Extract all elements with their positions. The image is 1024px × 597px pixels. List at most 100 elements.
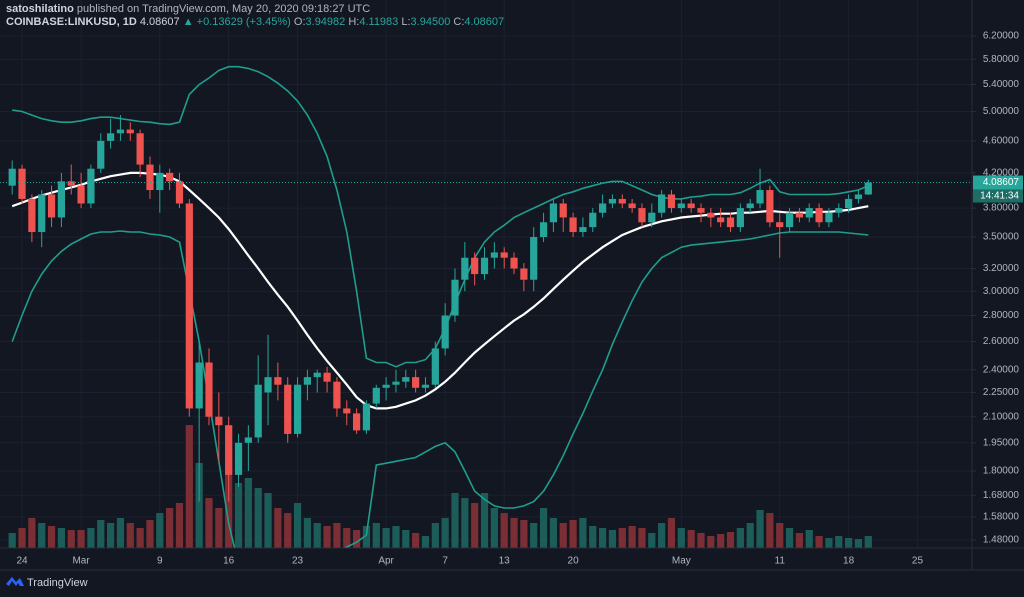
candle-body: [175, 181, 184, 204]
candle-body: [717, 217, 725, 223]
candle-body: [412, 377, 420, 388]
volume-bar: [461, 498, 469, 548]
volume-bar: [234, 483, 243, 548]
candle-body: [480, 257, 489, 275]
volume-bar: [431, 523, 439, 548]
volume-bar: [215, 508, 223, 548]
volume-bar: [854, 539, 863, 548]
axes: 6.20000 5.80000 5.40000 5.00000 4.60000 4.200…: [0, 30, 1023, 567]
volume-bar: [323, 526, 331, 548]
volume-bar: [47, 526, 56, 548]
logo-icon: [6, 577, 24, 586]
volume-bar: [756, 510, 764, 548]
x-tick-label: 25: [912, 556, 924, 567]
candle-body: [658, 194, 666, 213]
y-tick-label: 1.95000: [983, 437, 1020, 448]
volume-bar: [18, 528, 26, 548]
volume-bar: [67, 530, 75, 548]
volume-bar: [608, 530, 617, 548]
volume-bar: [835, 536, 843, 548]
candle-body: [608, 198, 617, 204]
y-tick-label: 5.00000: [983, 106, 1020, 117]
candle-body: [107, 133, 115, 141]
candle-body: [293, 384, 302, 434]
volume-bar: [766, 513, 774, 548]
y-tick-label: 2.40000: [983, 364, 1020, 375]
volume-bar: [372, 523, 380, 548]
volume-bar: [254, 488, 262, 548]
y-tick-label: 4.60000: [983, 136, 1020, 147]
volume-bar: [539, 508, 548, 548]
ohlc-label: C:: [453, 16, 464, 28]
y-tick-label: 1.58000: [983, 511, 1020, 522]
candle-body: [638, 208, 646, 223]
volume-bar: [864, 536, 872, 548]
volume-bar: [156, 513, 164, 548]
candle-body: [97, 140, 105, 169]
candle-body: [500, 252, 508, 258]
volume-bar: [136, 528, 144, 548]
volume-bar: [441, 518, 449, 548]
y-tick-label: 2.60000: [983, 336, 1020, 347]
y-tick-label: 5.80000: [983, 54, 1020, 65]
volume-bar: [736, 528, 744, 548]
volume-bar: [274, 508, 282, 548]
candle-body: [766, 190, 774, 223]
candle-body: [687, 203, 695, 209]
candle-body: [441, 315, 449, 349]
candle-body: [471, 257, 479, 275]
candle-body: [805, 208, 813, 218]
candle-body: [490, 252, 498, 258]
ohlc-label: L:: [401, 16, 410, 28]
candle-body: [431, 348, 439, 385]
band-upper: [12, 65, 869, 368]
volume-bar: [618, 528, 626, 548]
volume-bar: [264, 493, 272, 548]
last-price-label: 4.08607: [983, 177, 1020, 188]
volume-bar: [520, 520, 528, 548]
band-lower: [11, 230, 869, 548]
volume-bar: [77, 530, 85, 548]
volume-bar: [697, 533, 705, 548]
candle-body: [461, 257, 469, 280]
candle-body: [195, 362, 203, 409]
x-tick-label: 20: [568, 556, 580, 567]
volume-bar: [500, 513, 508, 548]
candle-body: [520, 268, 528, 280]
ohlc-label: O:: [294, 16, 306, 28]
volume-bar: [658, 523, 666, 548]
header-line-2: COINBASE:LINKUSD, 1D 4.08607 ▲ +0.13629 …: [6, 16, 504, 28]
volume-bar: [579, 518, 587, 548]
volume-bar: [392, 526, 400, 548]
volume-bar: [785, 528, 794, 548]
volume-bar: [126, 523, 134, 548]
candle-body: [648, 212, 656, 223]
y-tick-label: 3.50000: [983, 232, 1020, 243]
y-tick-label: 3.20000: [983, 263, 1020, 274]
change: +0.13629 (+3.45%): [197, 16, 291, 28]
candle-body: [185, 203, 193, 409]
candle-body: [549, 203, 557, 223]
x-tick-label: Apr: [378, 556, 394, 567]
y-tick-label: 5.40000: [983, 79, 1020, 90]
candle-body: [67, 181, 75, 186]
footer-logo[interactable]: TradingView: [6, 577, 88, 589]
volume-bar: [313, 523, 321, 548]
volume-bar: [8, 533, 16, 548]
y-tick-label: 1.80000: [983, 466, 1020, 477]
volume-bar: [480, 493, 489, 548]
volume-bar: [146, 520, 154, 548]
volume-bar: [166, 508, 174, 548]
up-arrow: ▲: [183, 16, 194, 28]
volume-bar: [421, 536, 430, 548]
x-tick-label: 18: [843, 556, 855, 567]
x-tick-label: 16: [223, 556, 235, 567]
volume-bar: [707, 536, 715, 548]
candle-body: [244, 437, 252, 443]
candle-body: [618, 198, 626, 204]
y-tick-label: 4.20000: [983, 168, 1020, 179]
candle-body: [313, 372, 321, 378]
volume-bar: [244, 478, 252, 548]
volume-bar: [175, 503, 184, 548]
volume-bar: [38, 523, 46, 548]
